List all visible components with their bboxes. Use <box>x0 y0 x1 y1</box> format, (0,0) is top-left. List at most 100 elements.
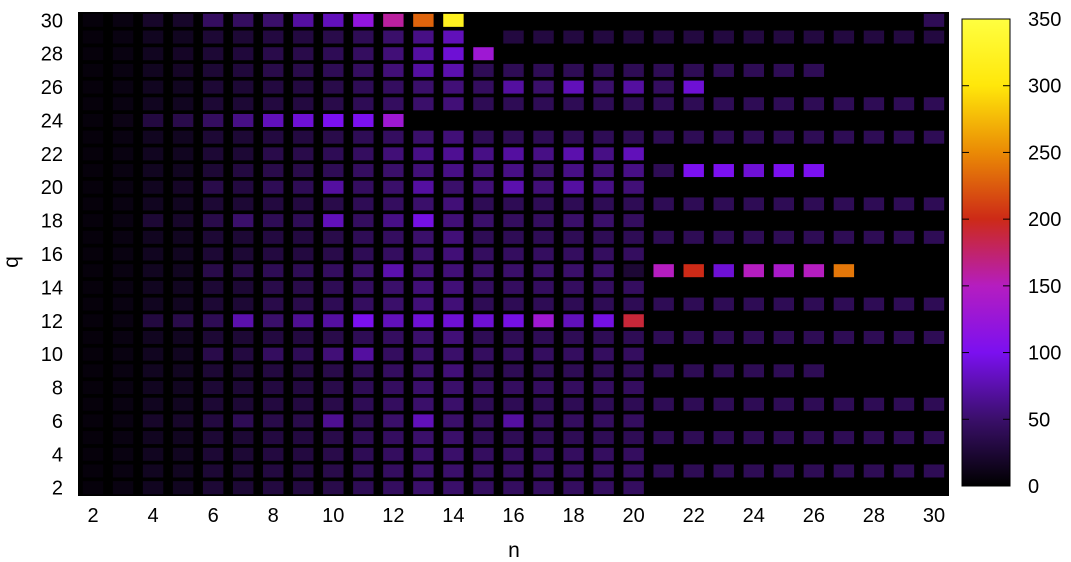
heatmap-cell <box>293 381 314 395</box>
heatmap-cell <box>593 381 614 395</box>
heatmap-cell <box>533 280 554 294</box>
heatmap-cell <box>533 397 554 411</box>
heatmap-cell <box>82 347 104 361</box>
heatmap-cell <box>473 347 494 361</box>
heatmap-cell <box>293 247 314 261</box>
heatmap-cell <box>202 47 224 61</box>
heatmap-cell <box>202 381 224 395</box>
heatmap-cell <box>863 330 885 344</box>
heatmap-cell <box>383 414 404 428</box>
heatmap-cell <box>112 63 134 77</box>
heatmap-cell <box>263 464 284 478</box>
heatmap-cell <box>172 280 194 294</box>
heatmap-cell <box>863 431 885 445</box>
heatmap-cell <box>172 364 194 378</box>
heatmap-cell <box>142 397 164 411</box>
heatmap-cell <box>743 364 764 378</box>
heatmap-cell <box>353 447 374 461</box>
heatmap-cell <box>503 130 524 144</box>
heatmap-cell <box>293 297 314 311</box>
heatmap-cell <box>202 447 224 461</box>
heatmap-cell <box>503 330 524 344</box>
heatmap-cell <box>623 164 644 178</box>
heatmap-cell <box>172 381 194 395</box>
heatmap-cell <box>683 431 704 445</box>
heatmap-cell <box>443 447 464 461</box>
heatmap-cell <box>413 347 434 361</box>
heatmap-cell <box>473 80 494 94</box>
heatmap-cell <box>503 164 524 178</box>
heatmap-cell <box>142 130 164 144</box>
heatmap-cell <box>533 30 554 44</box>
heatmap-cell <box>383 230 404 244</box>
heatmap-cell <box>82 80 104 94</box>
heatmap-cell <box>743 464 764 478</box>
heatmap-cell <box>112 147 134 161</box>
heatmap-cell <box>533 314 554 328</box>
heatmap-cell <box>623 197 644 211</box>
y-tick-label: 14 <box>41 277 63 299</box>
x-tick-label: 28 <box>863 505 885 527</box>
heatmap-cell <box>142 414 164 428</box>
heatmap-cell <box>232 13 254 27</box>
heatmap-cell <box>293 481 314 495</box>
heatmap-cell <box>893 30 915 44</box>
heatmap-cell <box>383 280 404 294</box>
heatmap-cell <box>803 431 825 445</box>
heatmap-cells <box>82 13 945 495</box>
heatmap-cell <box>773 397 795 411</box>
heatmap-cell <box>593 130 614 144</box>
heatmap-cell <box>112 347 134 361</box>
heatmap-cell <box>713 197 734 211</box>
heatmap-cell <box>353 30 374 44</box>
heatmap-cell <box>473 280 494 294</box>
heatmap-cell <box>172 247 194 261</box>
heatmap-cell <box>263 247 284 261</box>
heatmap-cell <box>263 481 284 495</box>
heatmap-cell <box>503 414 524 428</box>
heatmap-cell <box>413 280 434 294</box>
colorbar-tick-label: 300 <box>1028 76 1061 98</box>
heatmap-cell <box>473 364 494 378</box>
heatmap-cell <box>563 180 584 194</box>
heatmap-cell <box>803 230 825 244</box>
heatmap-cell <box>893 397 915 411</box>
heatmap-cell <box>833 197 855 211</box>
heatmap-cell <box>653 30 674 44</box>
heatmap-cell <box>413 180 434 194</box>
heatmap-cell <box>533 180 554 194</box>
heatmap-cell <box>383 80 404 94</box>
heatmap-cell <box>503 197 524 211</box>
x-axis: 2 4 6 8 10 12 14 16 18 20 22 24 26 28 30 <box>87 505 945 527</box>
heatmap-cell <box>563 347 584 361</box>
heatmap-cell <box>323 314 344 328</box>
heatmap-cell <box>323 397 344 411</box>
heatmap-cell <box>202 63 224 77</box>
heatmap-cell <box>112 97 134 111</box>
y-tick-label: 28 <box>41 44 63 66</box>
heatmap-cell <box>623 481 644 495</box>
heatmap-cell <box>82 30 104 44</box>
heatmap-cell <box>623 364 644 378</box>
heatmap-cell <box>112 30 134 44</box>
heatmap-cell <box>893 230 915 244</box>
heatmap-cell <box>263 13 284 27</box>
heatmap-cell <box>293 431 314 445</box>
heatmap-cell <box>623 397 644 411</box>
heatmap-cell <box>172 130 194 144</box>
heatmap-cell <box>142 80 164 94</box>
heatmap-cell <box>443 63 464 77</box>
heatmap-cell <box>443 80 464 94</box>
heatmap-cell <box>503 431 524 445</box>
x-tick-label: 16 <box>502 505 524 527</box>
heatmap-cell <box>623 431 644 445</box>
heatmap-cell <box>142 464 164 478</box>
heatmap-cell <box>112 481 134 495</box>
heatmap-cell <box>172 447 194 461</box>
heatmap-cell <box>142 214 164 228</box>
heatmap-cell <box>323 214 344 228</box>
heatmap-cell <box>232 230 254 244</box>
heatmap-cell <box>323 80 344 94</box>
heatmap-cell <box>293 63 314 77</box>
heatmap-cell <box>683 297 704 311</box>
